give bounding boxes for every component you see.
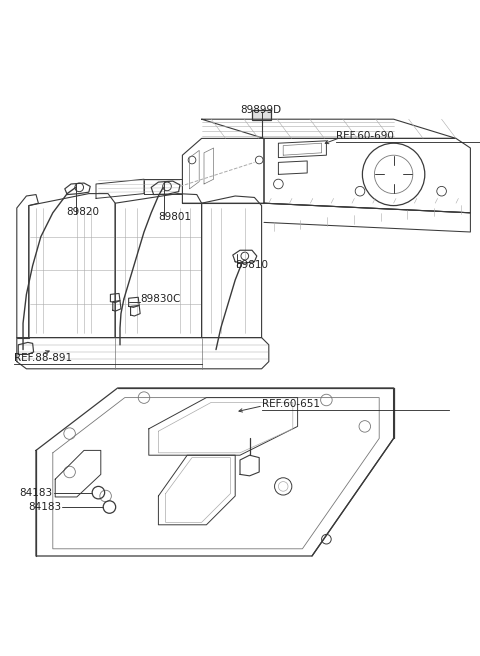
Text: REF.88-891: REF.88-891 [14, 353, 72, 363]
Text: REF.60-690: REF.60-690 [336, 131, 394, 141]
Text: 84183: 84183 [19, 487, 52, 498]
Text: REF.60-651: REF.60-651 [262, 399, 320, 409]
Text: 84183: 84183 [28, 502, 61, 512]
Bar [252, 110, 271, 120]
Text: 89820: 89820 [66, 207, 99, 217]
Text: 89810: 89810 [235, 260, 268, 270]
Text: 89899D: 89899D [240, 104, 281, 115]
Text: 89801: 89801 [158, 212, 192, 222]
Text: 89830C: 89830C [141, 294, 181, 304]
